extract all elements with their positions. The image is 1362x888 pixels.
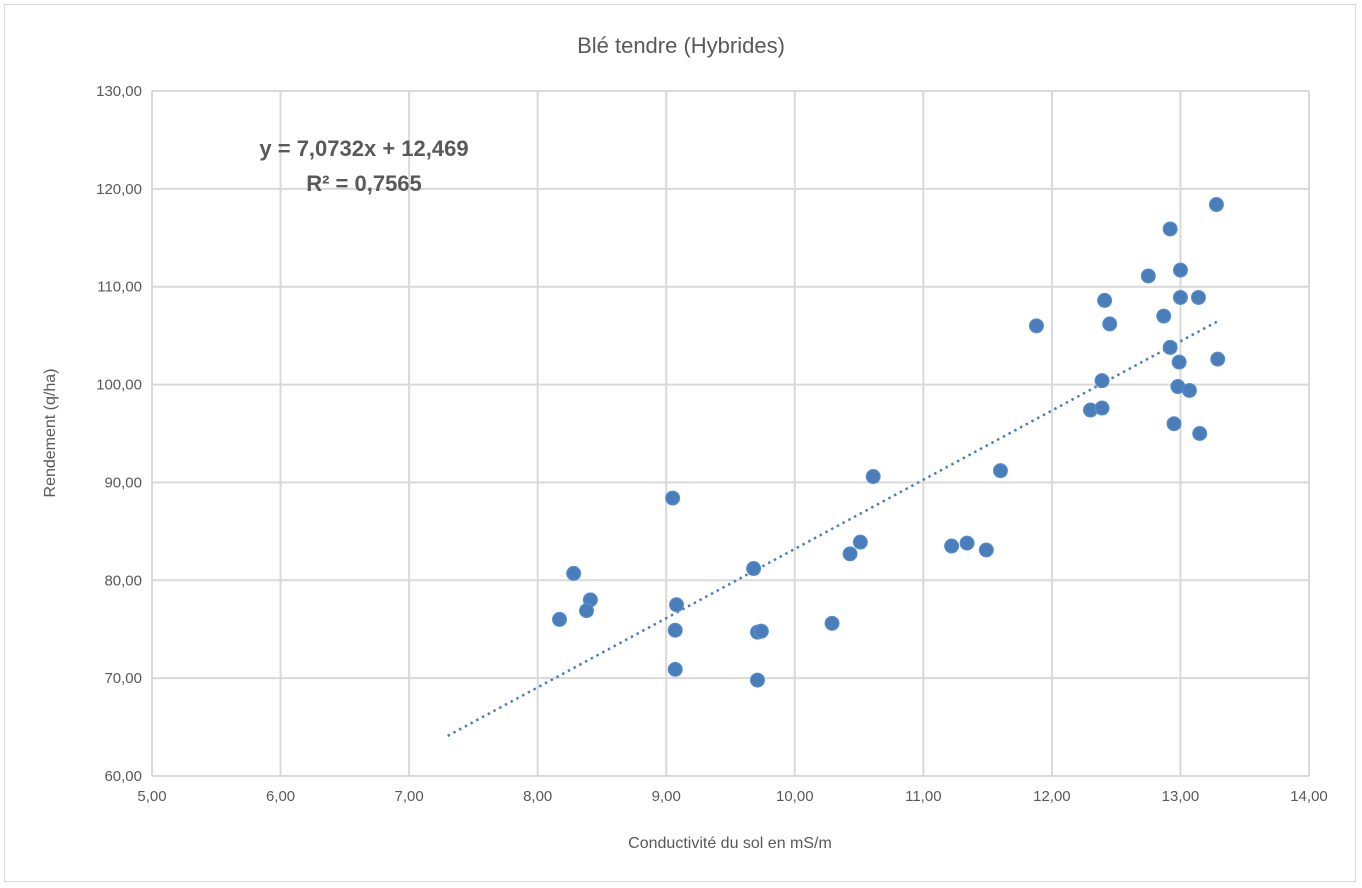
x-tick-label: 14,00 xyxy=(1290,788,1328,805)
data-point xyxy=(842,546,858,562)
data-point xyxy=(1028,318,1044,334)
data-point xyxy=(579,603,595,619)
data-point xyxy=(669,597,685,613)
data-point xyxy=(1190,289,1206,305)
x-tick-label: 8,00 xyxy=(523,788,552,805)
y-tick-label: 110,00 xyxy=(97,279,142,296)
data-point xyxy=(746,561,762,577)
x-tick-label: 13,00 xyxy=(1162,788,1200,805)
data-point xyxy=(1094,400,1110,416)
data-point xyxy=(959,535,975,551)
y-tick-label: 100,00 xyxy=(96,377,142,394)
data-point xyxy=(665,490,681,506)
y-tick-label: 60,00 xyxy=(104,768,142,785)
y-tick-label: 90,00 xyxy=(104,474,142,491)
y-tick-label: 70,00 xyxy=(104,670,142,687)
data-point xyxy=(1172,262,1188,278)
x-axis-label: Conductivité du sol en mS/m xyxy=(628,835,832,852)
trendline-equation: y = 7,0732x + 12,469 xyxy=(259,136,468,161)
data-point xyxy=(992,463,1008,479)
data-point xyxy=(667,661,683,677)
y-axis-label: Rendement (q/ha) xyxy=(42,369,59,498)
trendline xyxy=(447,320,1219,737)
data-point xyxy=(753,623,769,639)
y-tick-label: 120,00 xyxy=(96,181,142,198)
x-tick-label: 12,00 xyxy=(1033,788,1071,805)
x-tick-labels: 5,00 6,00 7,00 8,00 9,00 10,00 11,00 12,00 13,00… xyxy=(137,788,1327,805)
x-tick-label: 7,00 xyxy=(395,788,424,805)
data-point xyxy=(852,534,868,550)
data-point xyxy=(566,565,582,581)
data-point xyxy=(1166,416,1182,432)
data-point xyxy=(1192,426,1208,441)
chart-title: Blé tendre (Hybrides) xyxy=(577,33,785,58)
x-tick-label: 11,00 xyxy=(905,788,941,805)
chart-frame xyxy=(4,4,1356,882)
y-tick-labels: 60,00 70,00 80,00 90,00 100,00 110,00 120,00 13… xyxy=(96,83,142,785)
r-squared-label: R² = 0,7565 xyxy=(306,171,422,196)
gridlines xyxy=(151,90,1310,777)
data-point xyxy=(1172,289,1188,305)
data-point xyxy=(667,622,683,638)
data-points xyxy=(552,197,1226,688)
data-point xyxy=(1171,354,1187,370)
data-point xyxy=(1094,373,1110,389)
x-tick-label: 6,00 xyxy=(266,788,295,805)
y-tick-label: 130,00 xyxy=(96,83,142,100)
data-point xyxy=(1156,308,1172,324)
data-point xyxy=(1181,382,1197,398)
data-point xyxy=(1208,197,1224,213)
data-point xyxy=(944,538,960,554)
data-point xyxy=(1210,351,1226,367)
data-point xyxy=(1102,316,1118,332)
x-tick-label: 5,00 xyxy=(137,788,166,805)
x-tick-label: 9,00 xyxy=(652,788,681,805)
data-point xyxy=(1140,268,1156,284)
y-tick-label: 80,00 xyxy=(104,572,142,589)
data-point xyxy=(1162,221,1178,237)
data-point xyxy=(1097,292,1113,308)
data-point xyxy=(749,672,765,688)
x-tick-label: 10,00 xyxy=(776,788,814,805)
data-point xyxy=(978,542,994,558)
data-point xyxy=(865,469,881,485)
data-point xyxy=(552,611,568,627)
data-point xyxy=(1162,339,1178,355)
data-point xyxy=(824,615,840,631)
